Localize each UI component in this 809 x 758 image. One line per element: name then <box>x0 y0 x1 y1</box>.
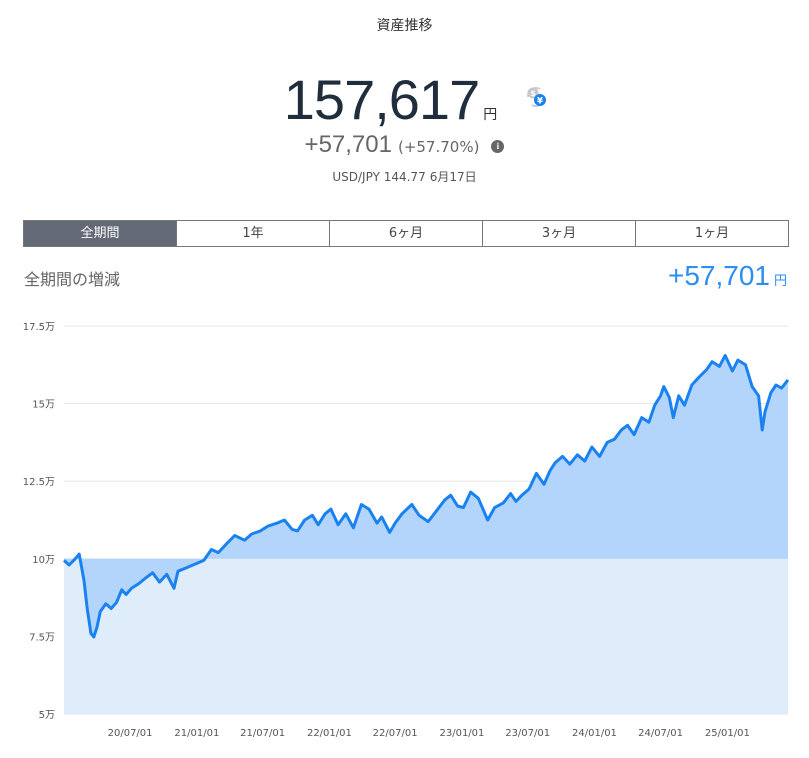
fx-date: 6月17日 <box>429 170 477 184</box>
gain-percentage: (+57.70%) <box>397 138 480 156</box>
period-gain-unit: 円 <box>773 273 787 288</box>
x-tick-label: 24/07/01 <box>638 728 683 739</box>
period-tabs: 全期間 1年 6ヶ月 3ヶ月 1ヶ月 <box>23 220 789 247</box>
gain-area <box>64 355 788 637</box>
x-tick-label: 24/01/01 <box>572 728 617 739</box>
y-tick-label: 5万 <box>39 710 55 721</box>
baseline-area <box>64 558 788 714</box>
y-axis-ticks: 17.5万 15万 12.5万 10万 7.5万 5万 <box>23 322 55 721</box>
info-icon[interactable]: i <box>491 140 505 153</box>
tab-all-period[interactable]: 全期間 <box>24 221 176 246</box>
period-change-label: 全期間の増減 <box>24 270 121 289</box>
tab-1-year[interactable]: 1年 <box>176 221 329 246</box>
total-unit: 円 <box>483 107 498 123</box>
fx-rate: USD/JPY 144.77 <box>332 170 426 184</box>
x-tick-label: 23/01/01 <box>439 728 484 739</box>
y-tick-label: 12.5万 <box>23 477 55 488</box>
asset-value-line <box>62 354 790 639</box>
gain-row: +57,701 (+57.70%) i <box>0 131 809 159</box>
period-change-value: +57,701 円 <box>668 260 787 292</box>
x-tick-label: 22/01/01 <box>307 728 352 739</box>
y-tick-label: 10万 <box>32 555 55 566</box>
x-tick-label: 20/07/01 <box>108 728 153 739</box>
y-tick-label: 17.5万 <box>23 322 55 333</box>
x-tick-label: 21/07/01 <box>240 728 285 739</box>
gain-value: +57,701 <box>304 131 392 158</box>
total-value: 157,617 <box>283 68 480 131</box>
x-axis-ticks: 20/07/01 21/01/01 21/07/01 22/01/01 22/07/01… <box>108 728 750 739</box>
period-gain-amount: +57,701 <box>667 260 770 291</box>
page-title: 資産推移 <box>376 18 433 34</box>
tab-6-months[interactable]: 6ヶ月 <box>329 221 482 246</box>
fx-rate-row: USD/JPY 144.77 6月17日 <box>0 168 809 185</box>
tab-1-month[interactable]: 1ヶ月 <box>635 221 788 246</box>
x-tick-label: 23/07/01 <box>505 728 550 739</box>
tab-3-months[interactable]: 3ヶ月 <box>482 221 635 246</box>
y-tick-label: 15万 <box>32 400 55 411</box>
y-tick-label: 7.5万 <box>29 632 55 643</box>
svg-text:$: $ <box>530 89 536 98</box>
total-value-row: 157,617 円 $ ¥ <box>0 70 809 130</box>
dollar-yen-toggle-icon[interactable]: $ ¥ <box>523 84 549 110</box>
x-tick-label: 21/01/01 <box>174 728 219 739</box>
svg-text:¥: ¥ <box>537 96 543 106</box>
x-tick-label: 22/07/01 <box>373 728 418 739</box>
x-tick-label: 25/01/01 <box>705 728 750 739</box>
